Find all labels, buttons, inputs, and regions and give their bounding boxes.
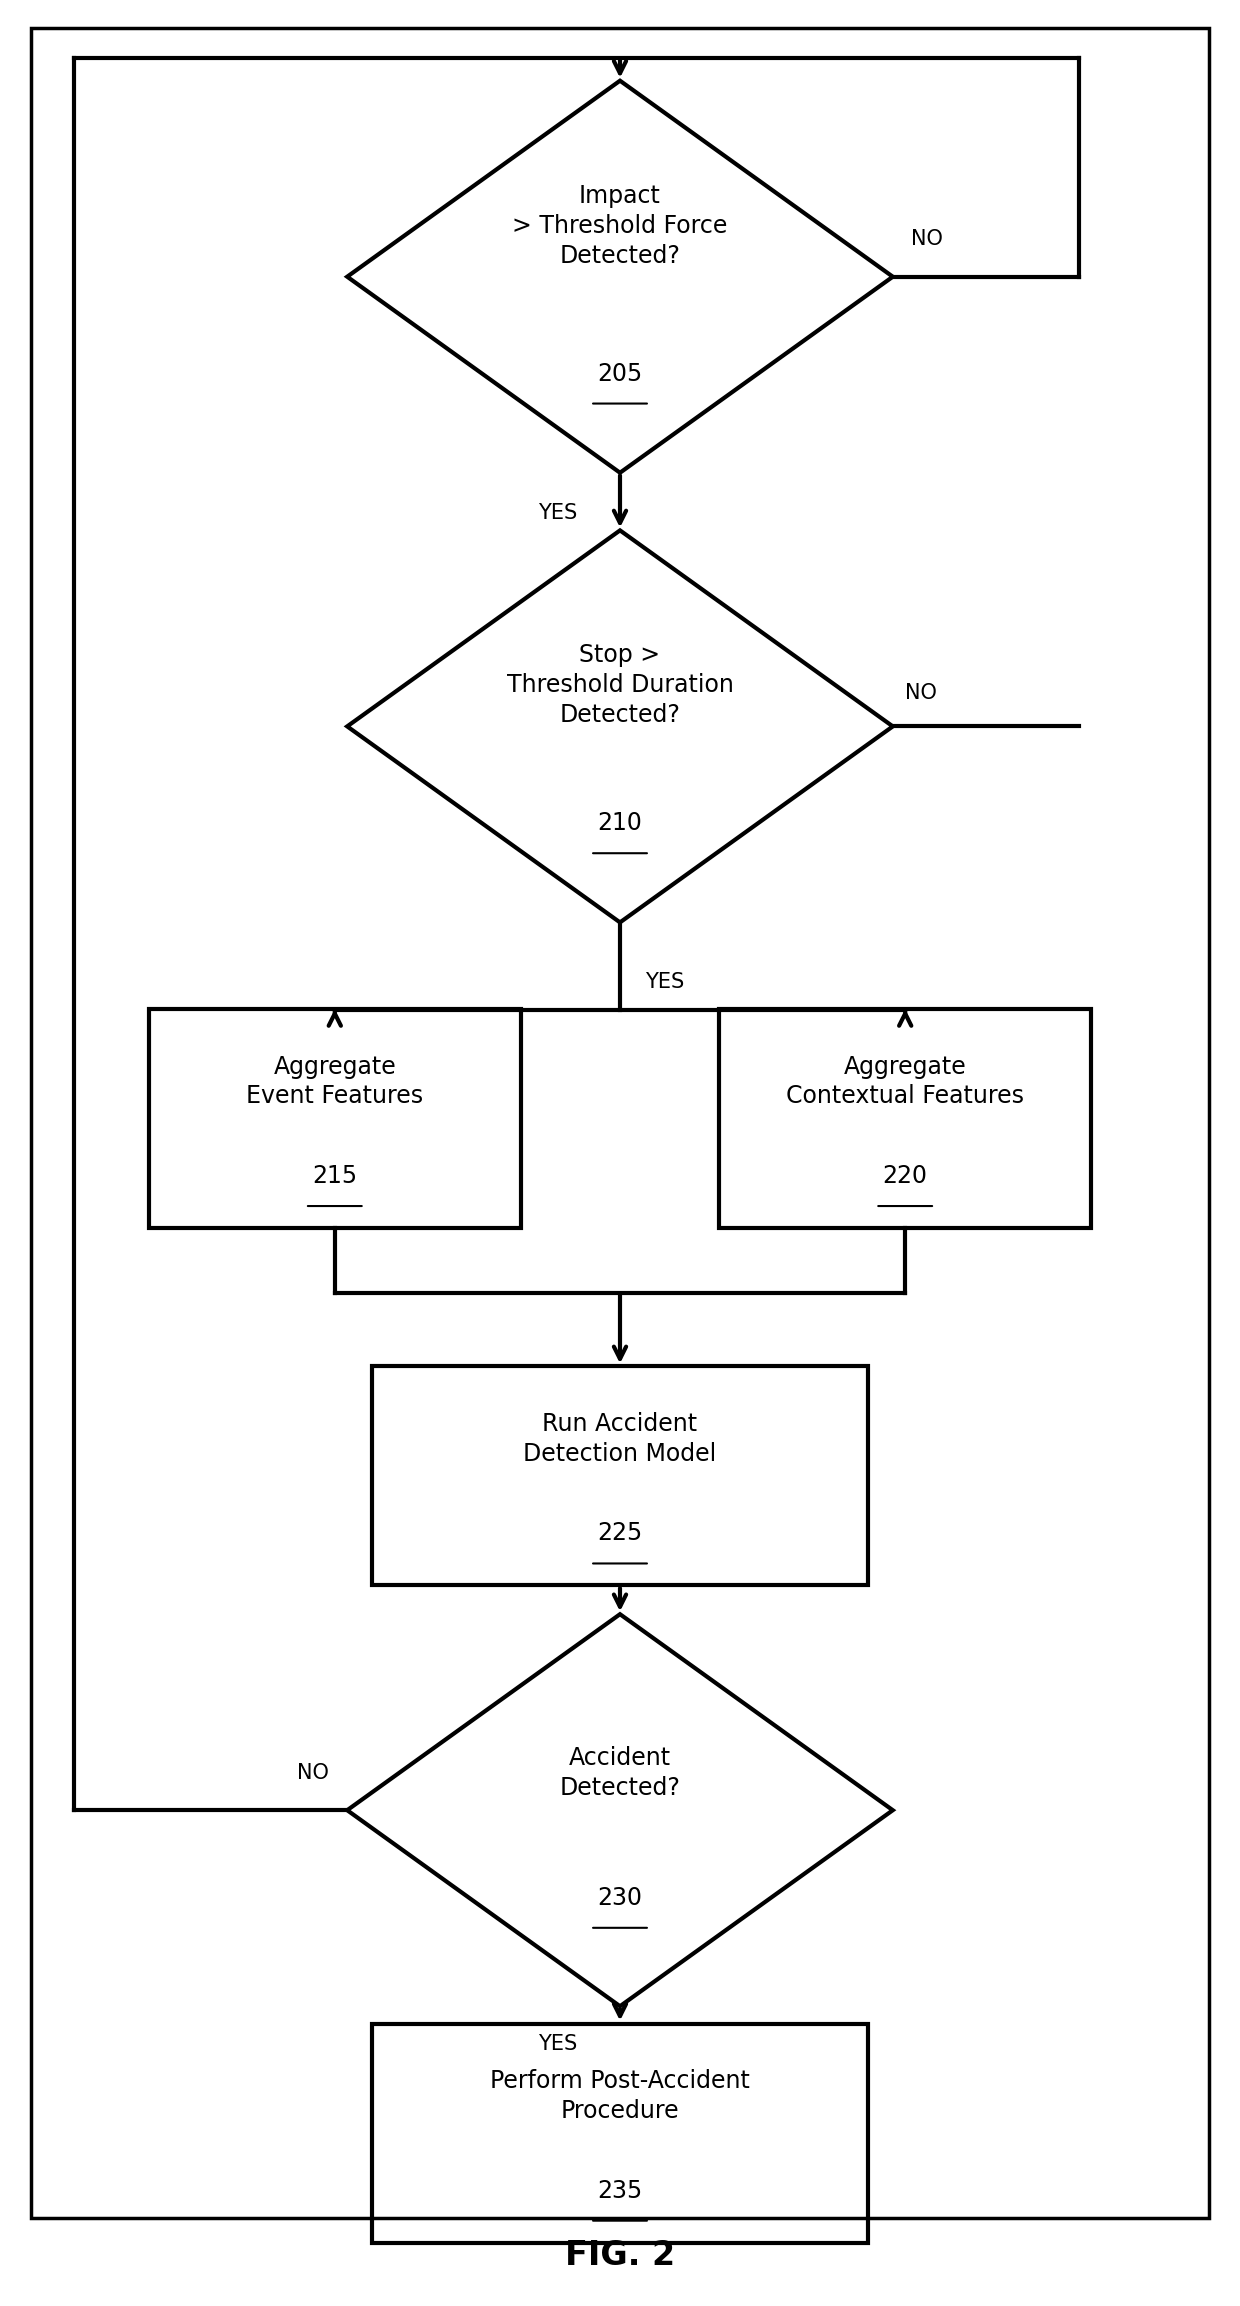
Text: FIG. 2: FIG. 2 <box>565 2239 675 2271</box>
Text: NO: NO <box>911 228 944 249</box>
FancyBboxPatch shape <box>719 1010 1091 1227</box>
Text: Perform Post-Accident
Procedure: Perform Post-Accident Procedure <box>490 2068 750 2124</box>
FancyBboxPatch shape <box>372 2025 868 2241</box>
Text: 220: 220 <box>883 1165 928 1188</box>
Text: YES: YES <box>538 2034 578 2055</box>
FancyBboxPatch shape <box>149 1010 521 1227</box>
Text: Aggregate
Event Features: Aggregate Event Features <box>247 1054 423 1109</box>
Text: Stop >
Threshold Duration
Detected?: Stop > Threshold Duration Detected? <box>507 643 733 726</box>
Text: 215: 215 <box>312 1165 357 1188</box>
Text: 205: 205 <box>598 362 642 385</box>
Text: 225: 225 <box>598 1522 642 1545</box>
Text: 235: 235 <box>598 2179 642 2202</box>
Text: NO: NO <box>905 683 937 703</box>
Text: 230: 230 <box>598 1886 642 1909</box>
Text: NO: NO <box>296 1762 329 1783</box>
Text: Accident
Detected?: Accident Detected? <box>559 1746 681 1801</box>
Text: Aggregate
Contextual Features: Aggregate Contextual Features <box>786 1054 1024 1109</box>
Text: Impact
> Threshold Force
Detected?: Impact > Threshold Force Detected? <box>512 184 728 267</box>
FancyBboxPatch shape <box>372 1365 868 1587</box>
Text: 210: 210 <box>598 812 642 835</box>
Text: YES: YES <box>645 971 684 992</box>
Text: Run Accident
Detection Model: Run Accident Detection Model <box>523 1411 717 1467</box>
Text: YES: YES <box>538 503 578 523</box>
